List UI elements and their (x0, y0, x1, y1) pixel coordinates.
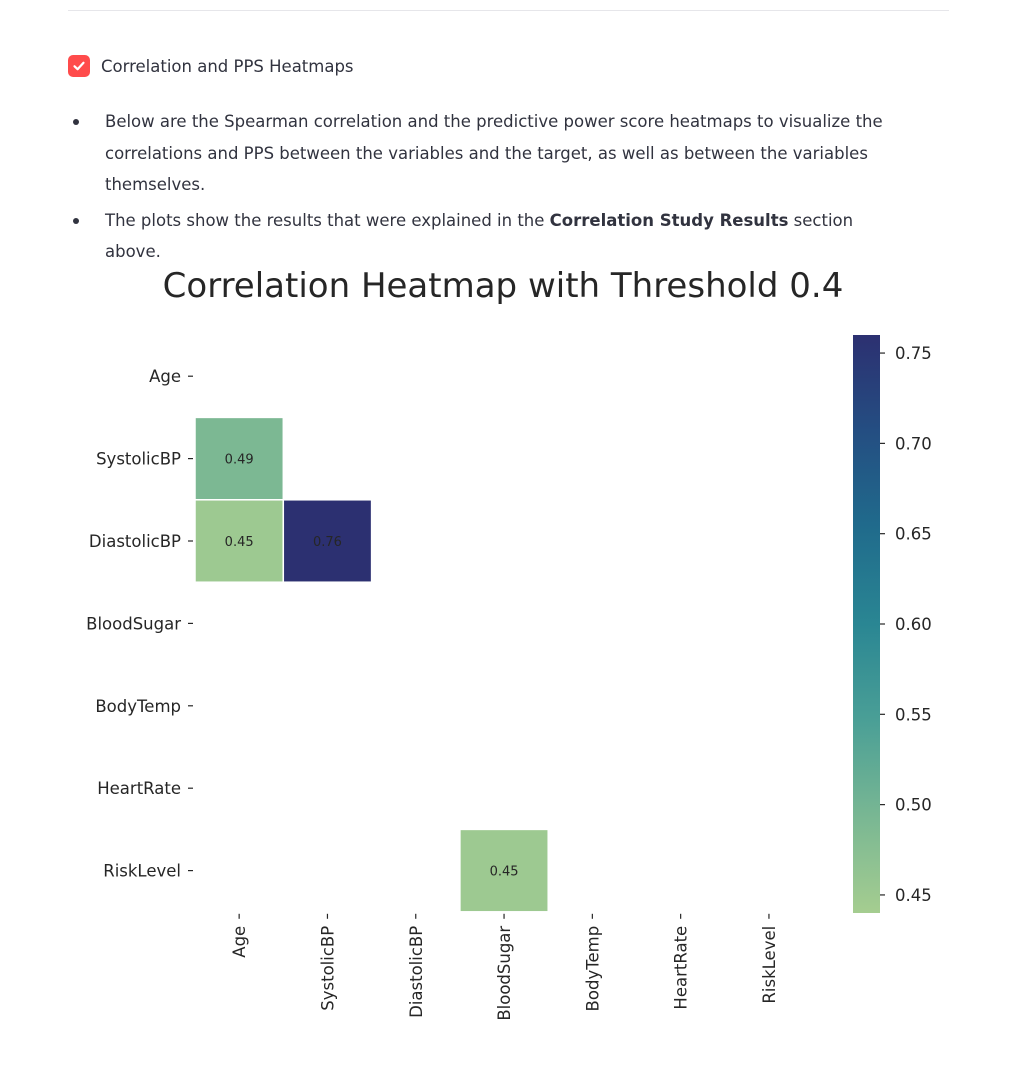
top-divider (68, 10, 949, 11)
colorbar-tick-label: 0.70 (895, 434, 932, 453)
note-text-before: The plots show the results that were exp… (105, 210, 550, 230)
x-axis-labels: Age SystolicBP DiastolicBP BloodSugar BodyTe… (230, 913, 779, 1021)
notes-list: Below are the Spearman correlation and t… (68, 106, 908, 272)
list-item: Below are the Spearman correlation and t… (68, 106, 908, 201)
heatmap-cell-label: 0.45 (490, 865, 519, 880)
colorbar-tick-label: 0.50 (895, 796, 932, 815)
heatmap-cell-label: 0.76 (313, 535, 342, 550)
heatmap-cells: 0.49 0.45 0.76 0.45 (194, 416, 549, 913)
heatmaps-checkbox-label: Correlation and PPS Heatmaps (101, 56, 354, 76)
colorbar: 0.45 0.50 0.55 0.60 0.65 0.70 0.75 (853, 335, 932, 913)
heatmaps-checkbox[interactable] (68, 55, 90, 77)
x-tick-label-diastolicbp: DiastolicBP (407, 926, 426, 1018)
colorbar-tick-label: 0.55 (895, 705, 932, 724)
heatmap-cell-risklevel-bloodsugar (459, 828, 549, 913)
x-tick-label-systolicbp: SystolicBP (318, 926, 337, 1011)
x-tick-label-heartrate: HeartRate (672, 926, 691, 1010)
y-tick-label-bloodsugar: BloodSugar (86, 614, 181, 633)
y-axis-labels: Age SystolicBP DiastolicBP BloodSugar BodyTe… (86, 367, 193, 881)
chart-title: Correlation Heatmap with Threshold 0.4 (163, 266, 844, 306)
x-tick-label-bloodsugar: BloodSugar (495, 926, 514, 1021)
y-tick-label-systolicbp: SystolicBP (96, 450, 181, 469)
colorbar-strip (853, 335, 880, 913)
x-tick-label-risklevel: RiskLevel (760, 926, 779, 1004)
y-tick-label-diastolicbp: DiastolicBP (89, 532, 181, 551)
note-text: Below are the Spearman correlation and t… (105, 112, 883, 194)
x-tick-label-bodytemp: BodyTemp (583, 926, 602, 1012)
heatmap-cell-label: 0.49 (225, 453, 254, 468)
bullet-icon (73, 217, 79, 224)
colorbar-tick-label: 0.75 (895, 344, 932, 363)
y-tick-label-bodytemp: BodyTemp (95, 697, 181, 716)
y-tick-label-risklevel: RiskLevel (103, 862, 181, 881)
heatmap-cell-systolicbp-age (194, 416, 285, 501)
heatmap-cell-label: 0.45 (225, 535, 254, 550)
checkmark-icon (73, 61, 85, 71)
x-tick-label-age: Age (230, 926, 249, 958)
heatmaps-checkbox-row[interactable]: Correlation and PPS Heatmaps (68, 55, 354, 77)
y-tick-label-age: Age (149, 367, 181, 386)
list-item: The plots show the results that were exp… (68, 205, 908, 268)
colorbar-tick-label: 0.65 (895, 525, 932, 544)
heatmap-cell-diastolicbp-systolicbp (282, 499, 373, 583)
bullet-icon (73, 119, 79, 125)
y-tick-label-heartrate: HeartRate (97, 779, 181, 798)
note-text-bold: Correlation Study Results (549, 210, 789, 230)
colorbar-tick-label: 0.60 (895, 615, 932, 634)
note-text-after: section above. (105, 210, 854, 262)
colorbar-tick-label: 0.45 (895, 886, 932, 905)
heatmap-cell-diastolicbp-age (194, 499, 285, 583)
